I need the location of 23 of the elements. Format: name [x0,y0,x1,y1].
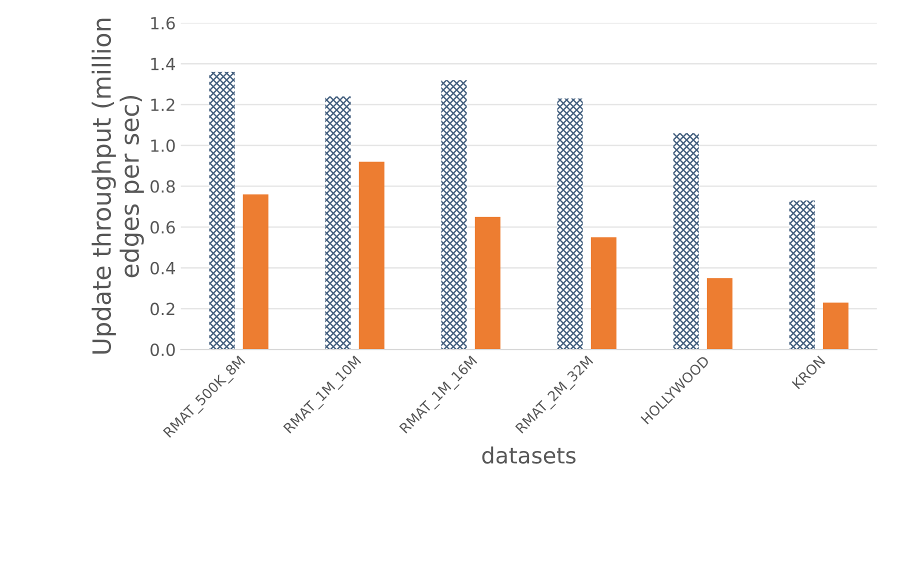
bar [441,80,467,350]
y-tick-label: 0.2 [150,302,174,316]
bar [557,98,583,350]
bar [673,133,699,350]
y-tick-label: 1.2 [151,98,174,111]
y-tick-label: 1.0 [151,139,175,152]
bar [242,194,268,350]
bar [789,200,815,350]
y-tick-label: 1.4 [151,58,176,70]
bar [590,237,616,350]
y-tick-label: 0.4 [150,262,176,274]
y-tick-label: 0.6 [150,221,175,234]
bar [209,72,235,350]
y-tick-label: 0.8 [150,180,175,193]
bar [822,302,848,350]
bar [706,278,732,350]
y-tick-label: 1.6 [151,16,175,30]
bar [358,162,384,350]
x-axis-title: datasets [482,446,576,464]
y-tick-label: 0.0 [150,343,175,356]
bar [474,216,500,350]
y-axis-title: Update throughput (million edges per sec) [92,18,144,354]
bar [325,96,351,350]
